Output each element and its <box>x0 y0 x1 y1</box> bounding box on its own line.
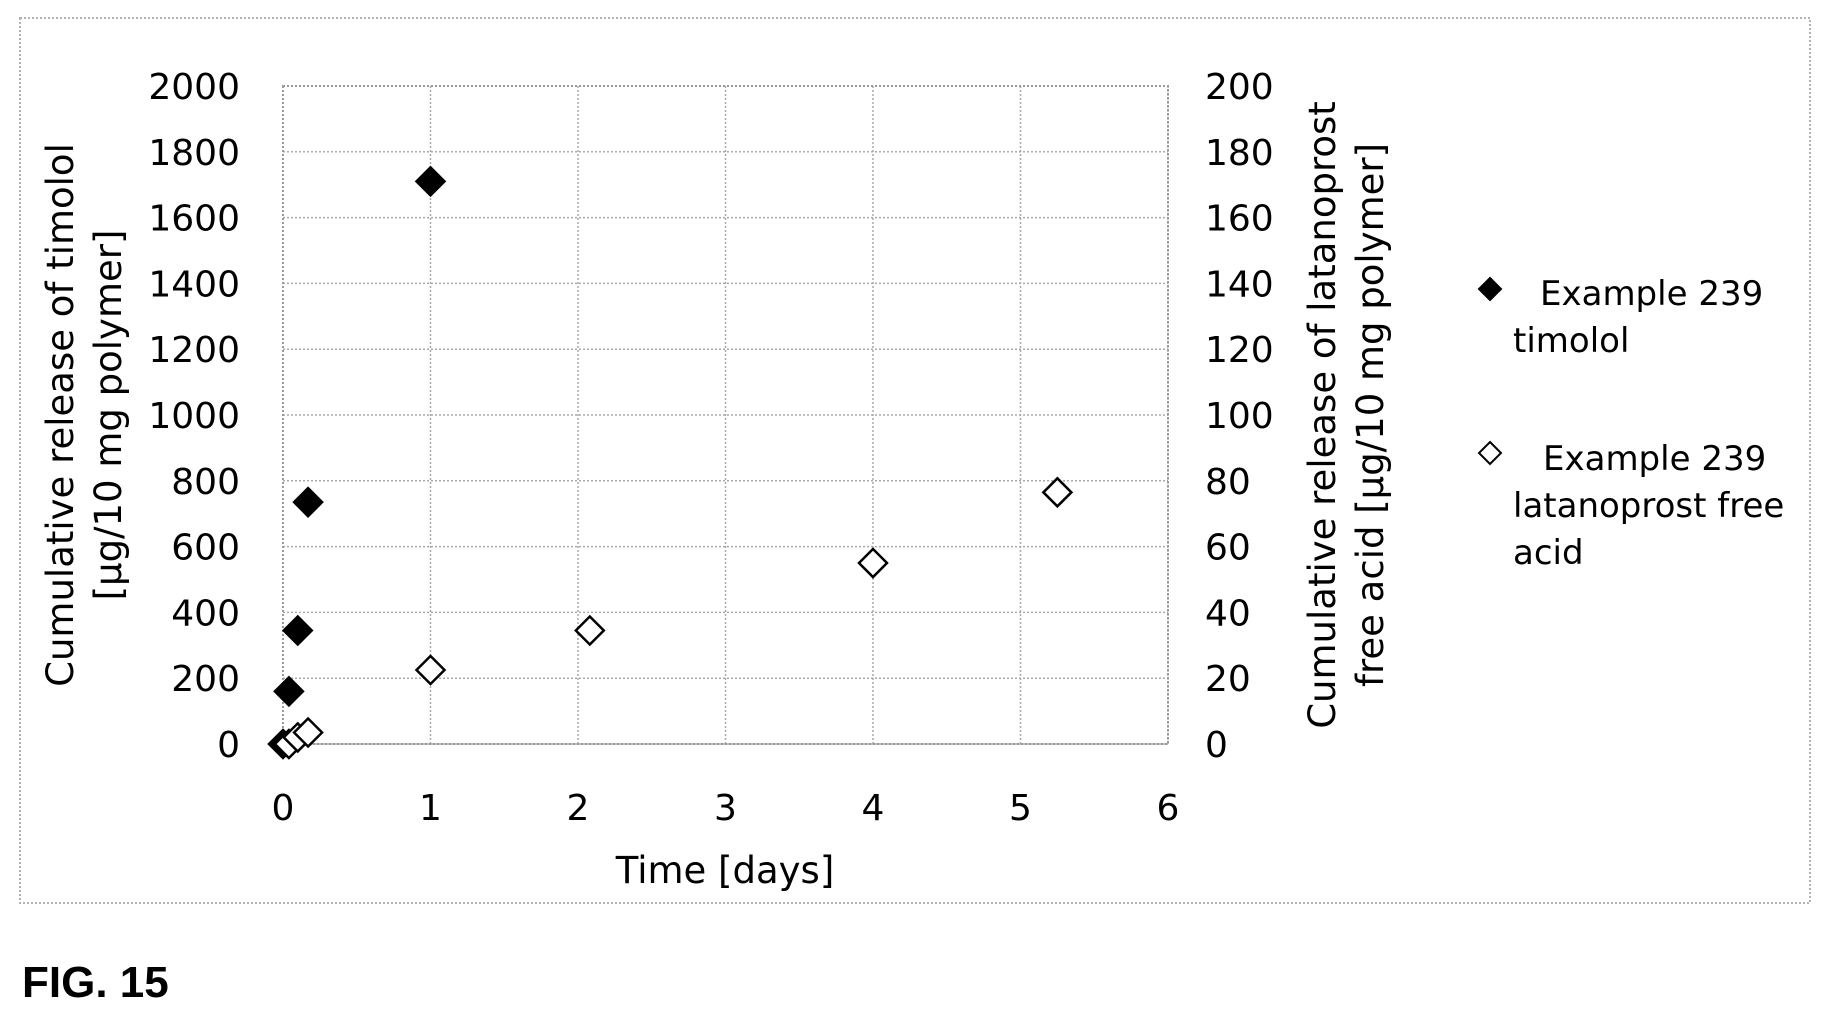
left-y-tick-label: 1200 <box>148 330 240 371</box>
right-y-tick-label: 200 <box>1205 67 1274 108</box>
left-y-tick-labels: 0 200 400 600 800 1000 1200 1400 1600 1800 2000 <box>148 67 240 766</box>
legend-label-timolol-line-1: Example 239 <box>1540 274 1763 314</box>
legend-label-latanoprost-line-2: latanoprost free <box>1513 486 1784 526</box>
latanoprost-data-point <box>414 654 447 686</box>
legend-label-latanoprost-line-1: Example 239 <box>1543 439 1766 479</box>
latanoprost-data-point <box>292 716 324 749</box>
right-y-tick-label: 160 <box>1205 199 1274 240</box>
right-y-tick-label: 100 <box>1205 396 1274 437</box>
left-y-tick-label: 2000 <box>148 67 240 108</box>
legend-label-timolol-line-2: timolol <box>1513 321 1629 361</box>
left-y-tick-label: 1800 <box>148 133 240 174</box>
left-y-tick-label: 800 <box>171 462 240 503</box>
legend-item-latanoprost: Example 239 latanoprost free acid <box>1477 439 1784 573</box>
figure-caption: FIG. 15 <box>22 958 169 1007</box>
x-tick-label: 0 <box>272 788 295 829</box>
x-tick-label: 3 <box>714 788 737 829</box>
right-y-tick-label: 0 <box>1205 725 1228 766</box>
legend-item-timolol: Example 239 timolol <box>1477 274 1763 361</box>
right-y-tick-label: 60 <box>1205 528 1251 569</box>
latanoprost-data-point <box>1041 476 1074 509</box>
right-y-tick-label: 80 <box>1205 462 1251 503</box>
left-axis-title: Cumulative release of timolol [μg/10 mg … <box>39 143 130 687</box>
x-tick-label: 4 <box>862 788 885 829</box>
legend-label-latanoprost-line-3: acid <box>1513 533 1584 573</box>
legend: Example 239 timolol Example 239 latanopr… <box>1477 274 1784 573</box>
x-tick-label: 1 <box>419 788 442 829</box>
legend-marker-filled-diamond <box>1477 276 1503 302</box>
right-y-tick-labels: 0 20 40 60 80 100 120 140 160 180 200 <box>1205 67 1274 766</box>
latanoprost-data-point <box>857 547 889 579</box>
latanoprost-data-point <box>574 614 606 647</box>
right-axis-title-line-1: Cumulative release of latanoprost <box>1301 101 1344 729</box>
right-y-tick-label: 40 <box>1205 593 1251 634</box>
right-y-tick-label: 140 <box>1205 264 1274 305</box>
x-tick-label: 5 <box>1009 788 1032 829</box>
timolol-data-point <box>281 614 314 647</box>
right-axis-title: Cumulative release of latanoprost free a… <box>1301 101 1392 729</box>
x-tick-labels: 0 1 2 3 4 5 6 <box>272 788 1180 829</box>
data-markers <box>267 165 1074 760</box>
left-y-tick-label: 400 <box>171 593 240 634</box>
left-y-tick-label: 1400 <box>148 264 240 305</box>
timolol-data-point <box>292 486 324 518</box>
timolol-data-point <box>273 675 305 708</box>
left-y-tick-label: 1600 <box>148 199 240 240</box>
plot-area-border <box>282 85 1169 745</box>
x-tick-label: 6 <box>1157 788 1180 829</box>
gridlines <box>282 85 1169 745</box>
chart-border <box>19 17 1811 904</box>
legend-marker-open-diamond <box>1477 440 1503 466</box>
x-tick-label: 2 <box>567 788 590 829</box>
timolol-data-point <box>414 165 447 198</box>
left-y-tick-label: 200 <box>171 659 240 700</box>
right-y-tick-label: 20 <box>1205 659 1251 700</box>
left-axis-title-line-1: Cumulative release of timolol <box>39 143 82 687</box>
left-y-tick-label: 600 <box>171 528 240 569</box>
left-axis-title-line-2: [μg/10 mg polymer] <box>87 230 130 601</box>
right-axis-title-line-2: free acid [μg/10 mg polymer] <box>1349 143 1392 687</box>
x-axis-title: Time [days] <box>615 849 835 892</box>
right-y-tick-label: 180 <box>1205 133 1274 174</box>
left-y-tick-label: 1000 <box>148 396 240 437</box>
right-y-tick-label: 120 <box>1205 330 1274 371</box>
left-y-tick-label: 0 <box>217 725 240 766</box>
